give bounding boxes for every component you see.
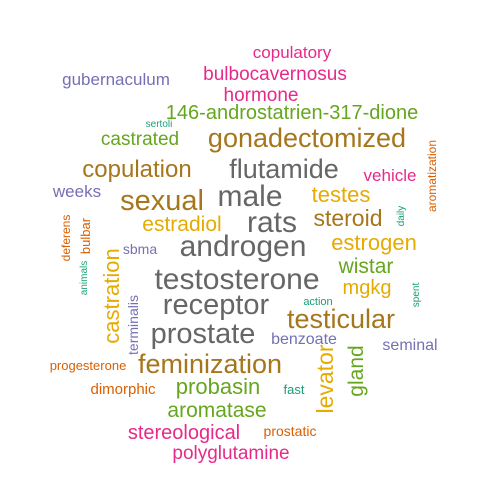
word-estrogen: estrogen <box>331 230 417 255</box>
word-stereological: stereological <box>128 422 240 444</box>
word-weeks: weeks <box>52 182 101 201</box>
word-testicular: testicular <box>287 304 395 334</box>
word-aromatization: aromatization <box>425 140 439 212</box>
word-vehicle: vehicle <box>364 166 417 185</box>
word-gonadectomized: gonadectomized <box>208 123 406 153</box>
word-androgen: androgen <box>180 230 307 263</box>
word-testes: testes <box>312 182 371 207</box>
word-progesterone: progesterone <box>50 358 127 373</box>
word-spent: spent <box>411 283 422 308</box>
word-hormone: hormone <box>224 85 299 106</box>
word-sexual: sexual <box>120 185 204 217</box>
word-action: action <box>303 296 332 308</box>
word-testosterone: testosterone <box>154 263 319 296</box>
word-deferens: deferens <box>59 215 73 262</box>
word-levator: levator <box>312 344 338 413</box>
word-terminalis: terminalis <box>125 295 141 355</box>
word-mgkg: mgkg <box>343 277 392 299</box>
word-prostatic: prostatic <box>264 423 317 439</box>
word-sertoli: sertoli <box>146 119 173 130</box>
word-dimorphic: dimorphic <box>90 381 156 398</box>
word-bulbar: bulbar <box>78 217 93 254</box>
word-flutamide: flutamide <box>229 154 339 184</box>
word-polyglutamine: polyglutamine <box>172 443 289 464</box>
word-rats: rats <box>247 206 297 239</box>
word-aromatase: aromatase <box>167 399 266 422</box>
word-benzoate: benzoate <box>271 331 337 348</box>
word-sbma: sbma <box>123 241 157 257</box>
word-gubernaculum: gubernaculum <box>62 70 170 89</box>
word-feminization: feminization <box>138 349 282 379</box>
word-copulation: copulation <box>82 156 191 183</box>
word-copulatory: copulatory <box>253 43 332 62</box>
word-probasin: probasin <box>176 374 260 399</box>
word-gland: gland <box>345 345 368 396</box>
word-animals: animals <box>79 261 90 295</box>
word-seminal: seminal <box>382 337 437 354</box>
word-wistar: wistar <box>338 255 394 278</box>
word-bulbocavernosus: bulbocavernosus <box>203 64 347 85</box>
word-daily: daily <box>396 206 407 227</box>
word-fast: fast <box>284 382 305 397</box>
word-steroid: steroid <box>313 205 382 231</box>
word-prostate: prostate <box>151 318 256 350</box>
word-estradiol: estradiol <box>142 213 221 236</box>
word-castrated: castrated <box>101 129 179 150</box>
word-castration: castration <box>99 248 124 343</box>
word-receptor: receptor <box>163 289 270 321</box>
word-male: male <box>217 180 282 213</box>
word-146-androstatrien-317-dione: 146-androstatrien-317-dione <box>166 102 418 124</box>
